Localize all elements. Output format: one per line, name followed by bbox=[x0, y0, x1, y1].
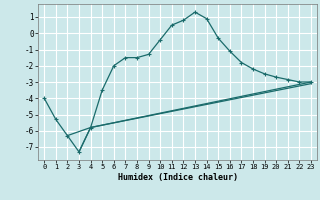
X-axis label: Humidex (Indice chaleur): Humidex (Indice chaleur) bbox=[118, 173, 238, 182]
